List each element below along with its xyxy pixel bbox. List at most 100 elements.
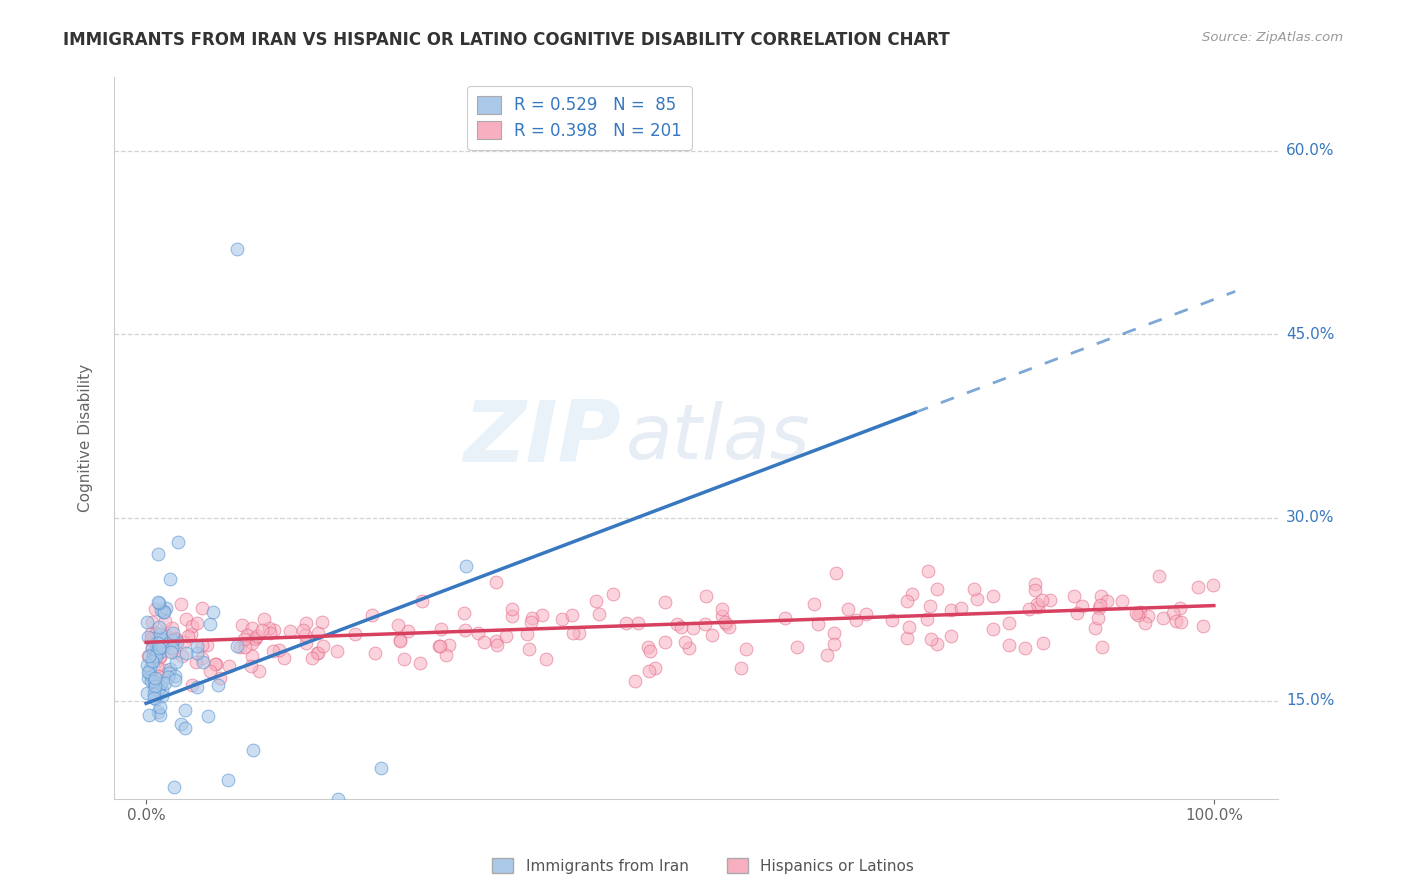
Point [186,615,208,630]
Point [1129,605,1152,619]
Point [501,608,523,623]
Point [1111,594,1133,608]
Point [644,661,666,675]
Point [155,628,177,642]
Point [252,611,274,625]
Point [616,616,638,631]
Point [139,661,162,675]
Point [718,620,741,634]
Point [517,642,540,657]
Point [825,566,848,581]
Point [155,676,177,690]
Point [138,648,160,663]
Point [150,640,173,654]
Point [1039,592,1062,607]
Point [229,640,252,654]
Point [501,602,523,616]
Point [138,707,160,722]
Point [997,615,1019,630]
Point [295,636,318,650]
Text: ZIP: ZIP [463,397,620,480]
Point [195,638,218,652]
Point [495,629,517,643]
Point [485,634,508,648]
Point [901,587,924,601]
Text: 60.0%: 60.0% [1286,144,1334,158]
Point [981,622,1004,636]
Point [153,664,176,678]
Point [1024,582,1046,597]
Point [1088,601,1111,615]
Point [250,623,273,637]
Point [146,683,169,698]
Point [142,648,165,663]
Point [531,607,554,622]
Point [920,632,942,647]
Point [136,665,159,680]
Point [815,648,838,662]
Point [364,646,387,660]
Point [239,659,262,673]
Point [307,646,329,660]
Point [392,652,415,666]
Point [949,601,972,615]
Point [149,707,172,722]
Point [917,564,939,578]
Point [240,621,263,635]
Point [143,687,166,701]
Point [898,619,921,633]
Point [437,638,460,652]
Point [141,641,163,656]
Point [143,681,166,696]
Legend: Immigrants from Iran, Hispanics or Latinos: Immigrants from Iran, Hispanics or Latin… [486,852,920,880]
Point [165,632,187,646]
Point [149,632,172,646]
Point [735,641,758,656]
Point [1084,622,1107,636]
Point [174,722,197,736]
Point [702,628,724,642]
Point [181,618,204,632]
Point [149,675,172,690]
Text: 15.0%: 15.0% [1286,693,1334,708]
Point [773,610,796,624]
Point [242,743,264,757]
Point [165,655,187,669]
Point [139,626,162,640]
Point [235,628,257,642]
Point [408,656,430,670]
Point [882,613,904,627]
Point [411,594,433,608]
Point [155,637,177,651]
Point [170,716,193,731]
Point [162,633,184,648]
Point [486,639,509,653]
Point [245,632,267,646]
Point [145,636,167,650]
Text: 30.0%: 30.0% [1286,510,1334,525]
Point [146,705,169,719]
Point [1187,580,1209,594]
Point [387,618,409,632]
Point [141,654,163,668]
Point [176,646,198,660]
Point [427,639,450,653]
Point [361,608,384,623]
Point [153,605,176,619]
Point [551,612,574,626]
Point [520,615,543,629]
Text: atlas: atlas [626,401,811,475]
Point [218,658,240,673]
Point [520,611,543,625]
Point [145,625,167,640]
Point [1018,602,1040,616]
Point [855,607,877,621]
Point [138,665,160,679]
Point [312,640,335,654]
Point [186,680,208,694]
Point [136,671,159,685]
Point [136,630,159,644]
Point [915,612,938,626]
Point [159,662,181,676]
Point [845,614,868,628]
